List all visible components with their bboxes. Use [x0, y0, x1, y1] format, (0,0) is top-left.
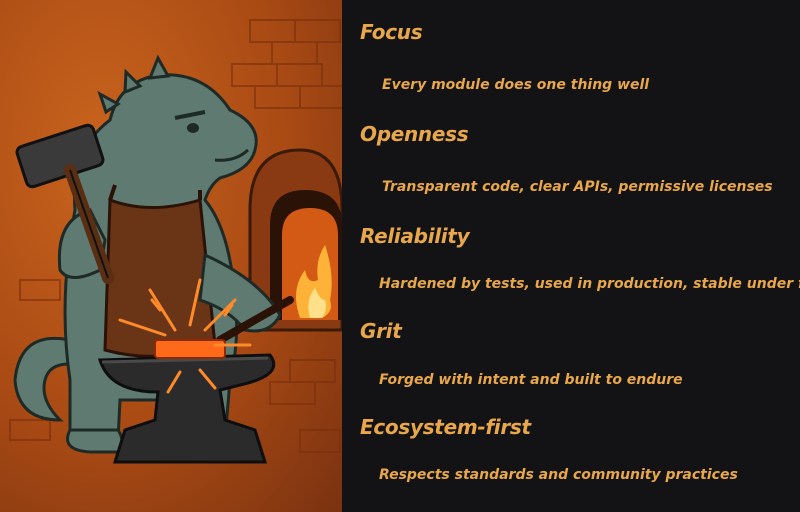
- value-description: Transparent code, clear APIs, permissive…: [382, 179, 773, 195]
- value-description: Every module does one thing well: [382, 77, 650, 93]
- value-grit: Grit Forged with intent and built to end…: [360, 319, 792, 388]
- value-openness: Openness Transparent code, clear APIs, p…: [360, 122, 792, 195]
- value-description: Respects standards and community practic…: [379, 467, 738, 483]
- blacksmith-dinosaur-illustration: [0, 0, 342, 512]
- forge: [248, 148, 342, 332]
- values-panel: Focus Every module does one thing well O…: [342, 0, 800, 512]
- illustration-svg: [9, 19, 342, 464]
- value-description: Forged with intent and built to endure: [379, 372, 683, 388]
- value-title: Openness: [360, 122, 469, 146]
- value-description: Hardened by tests, used in production, s…: [379, 276, 800, 292]
- value-title: Ecosystem-first: [360, 415, 531, 439]
- tongs: [216, 296, 294, 344]
- hot-metal: [154, 339, 226, 359]
- brick-wall: [9, 19, 342, 453]
- anvil: [97, 353, 276, 464]
- value-focus: Focus Every module does one thing well: [360, 20, 792, 93]
- value-title: Reliability: [360, 224, 470, 248]
- hammer: [15, 123, 114, 284]
- value-ecosystem-first: Ecosystem-first Respects standards and c…: [360, 415, 792, 483]
- tail: [13, 336, 83, 422]
- value-title: Focus: [360, 20, 423, 44]
- sparks: [118, 278, 252, 394]
- value-title: Grit: [360, 319, 402, 343]
- value-reliability: Reliability Hardened by tests, used in p…: [360, 224, 800, 292]
